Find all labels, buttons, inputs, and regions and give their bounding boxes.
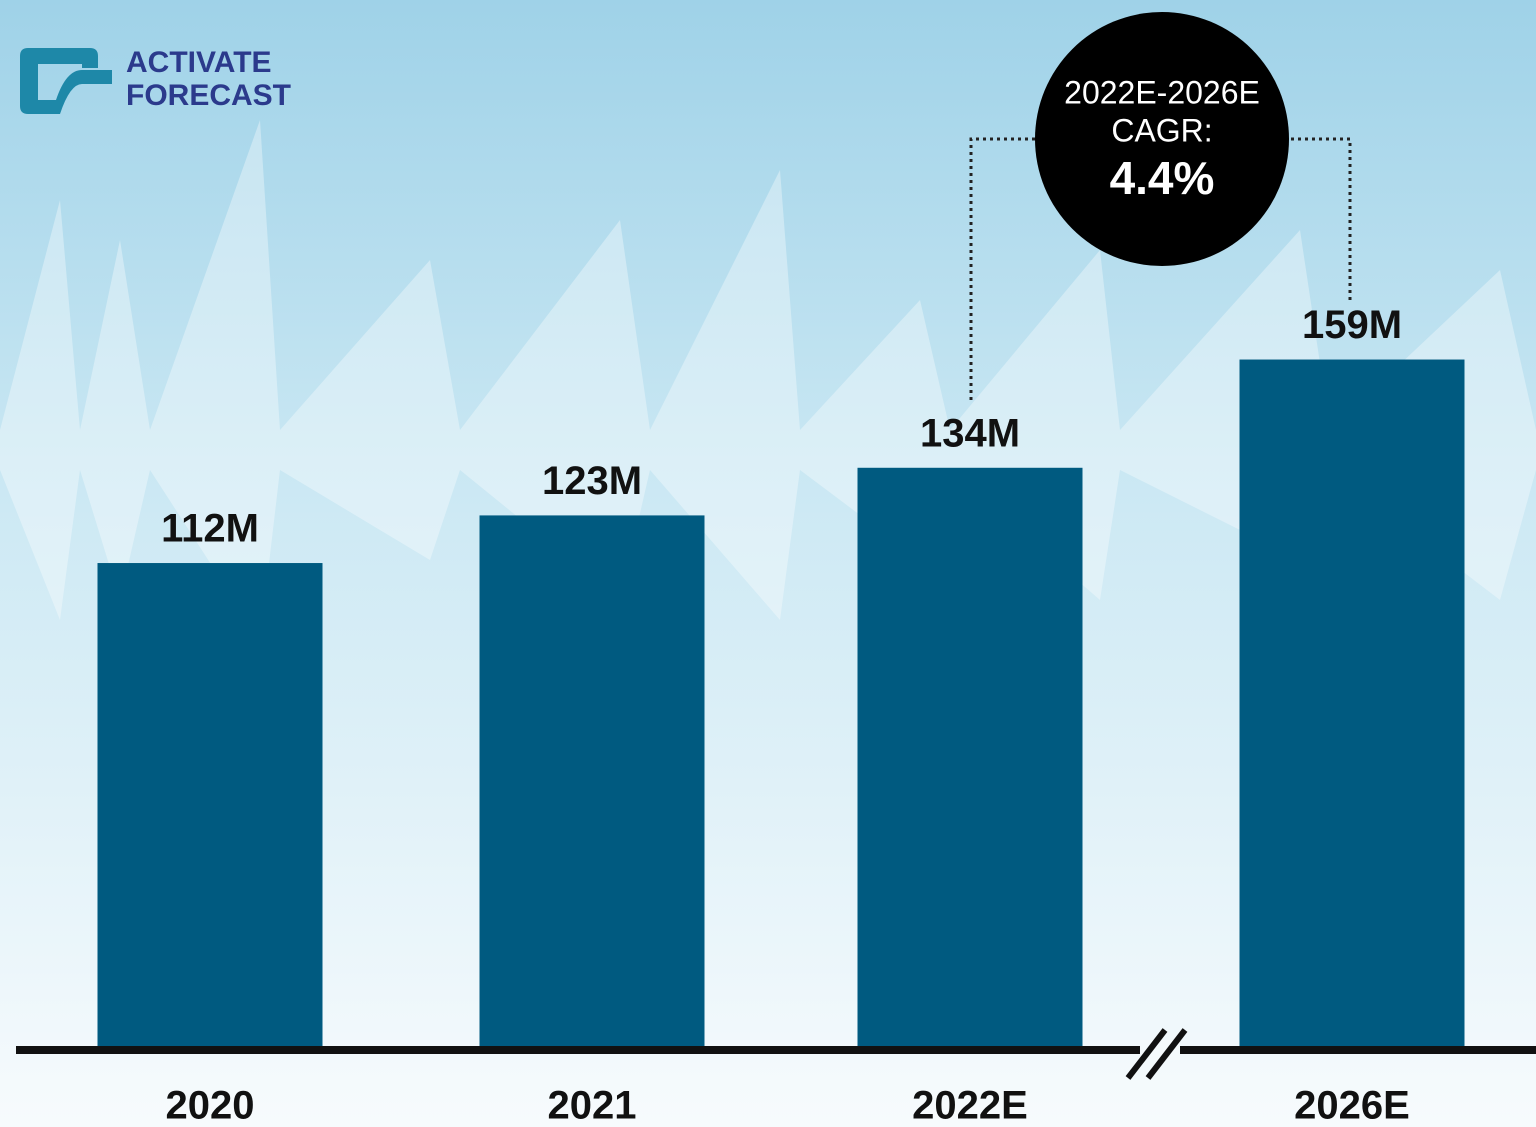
bar xyxy=(479,515,705,1048)
bracket-left xyxy=(969,137,1040,400)
cagr-bubble xyxy=(1035,12,1289,266)
x-tick-label: 2021 xyxy=(548,1084,637,1127)
break-mark xyxy=(1125,1028,1168,1080)
value-label: 123M xyxy=(542,459,642,503)
logo-mark xyxy=(20,48,112,114)
value-label: 159M xyxy=(1302,303,1402,347)
value-label: 112M xyxy=(161,507,259,551)
annotation-text: CAGR: xyxy=(1111,112,1212,148)
break-mark xyxy=(1145,1028,1188,1080)
bar xyxy=(97,563,323,1048)
value-label: 134M xyxy=(920,411,1020,455)
cagr-bracket xyxy=(969,137,1352,400)
logo-text: FORECAST xyxy=(126,79,291,112)
bar xyxy=(1239,359,1465,1048)
annotation-text: 2022E-2026E xyxy=(1064,74,1260,110)
logo: ACTIVATE FORECAST xyxy=(20,46,291,114)
bracket-right xyxy=(1285,137,1352,300)
bar xyxy=(857,467,1083,1048)
x-tick-label: 2020 xyxy=(166,1084,255,1127)
annotation-value: 4.4% xyxy=(1110,152,1215,204)
x-tick-label: 2026E xyxy=(1294,1084,1410,1127)
waveform-decoration xyxy=(0,120,1536,640)
x-tick-label: 2022E xyxy=(912,1084,1028,1127)
logo-text: ACTIVATE xyxy=(126,46,272,79)
axis-break xyxy=(1125,1028,1188,1080)
